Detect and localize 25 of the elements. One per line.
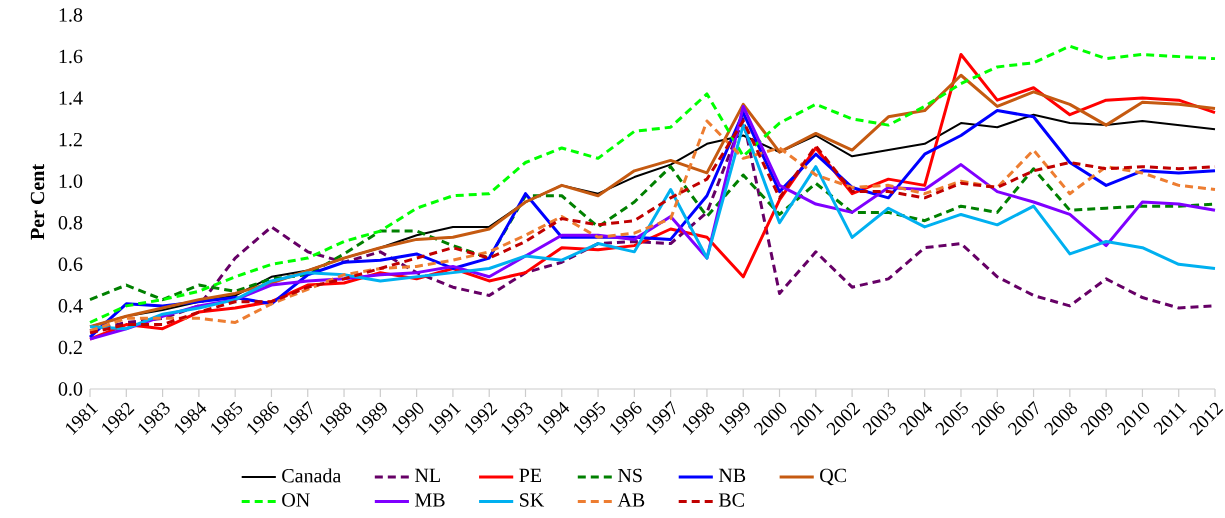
legend-label: Canada [282,468,342,483]
legend-label: QC [820,468,846,486]
legend-label: NS [617,468,642,483]
legend-label: NB [718,468,746,482]
y-tick-label: 1.4 [59,91,83,105]
legend-label: BC [718,493,744,507]
y-tick-label: 0.0 [58,382,83,396]
legend-label: PE [519,468,542,482]
legend-label: NL [415,468,440,482]
y-tick-label: 0.8 [58,215,83,230]
legend-label: AB [617,493,645,507]
y-axis-title: Per Cent [30,164,45,240]
y-tick-label: 1.8 [59,8,83,22]
y-tick-label: 1.2 [59,132,82,147]
legend-label: ON [282,493,310,507]
y-tick-label: 0.4 [58,299,83,313]
y-tick-label: 1.0 [59,174,83,188]
y-tick-label: 0.2 [58,340,82,355]
y-tick-label: 0.6 [58,257,83,272]
x-tick-label: 1991 [428,402,462,435]
x-tick-label: 1981 [65,403,99,436]
legend-label: SK [520,493,545,507]
legend-label: MB [415,493,445,507]
y-tick-label: 1.6 [59,49,83,64]
x-tick-label: 2011 [1153,403,1187,436]
